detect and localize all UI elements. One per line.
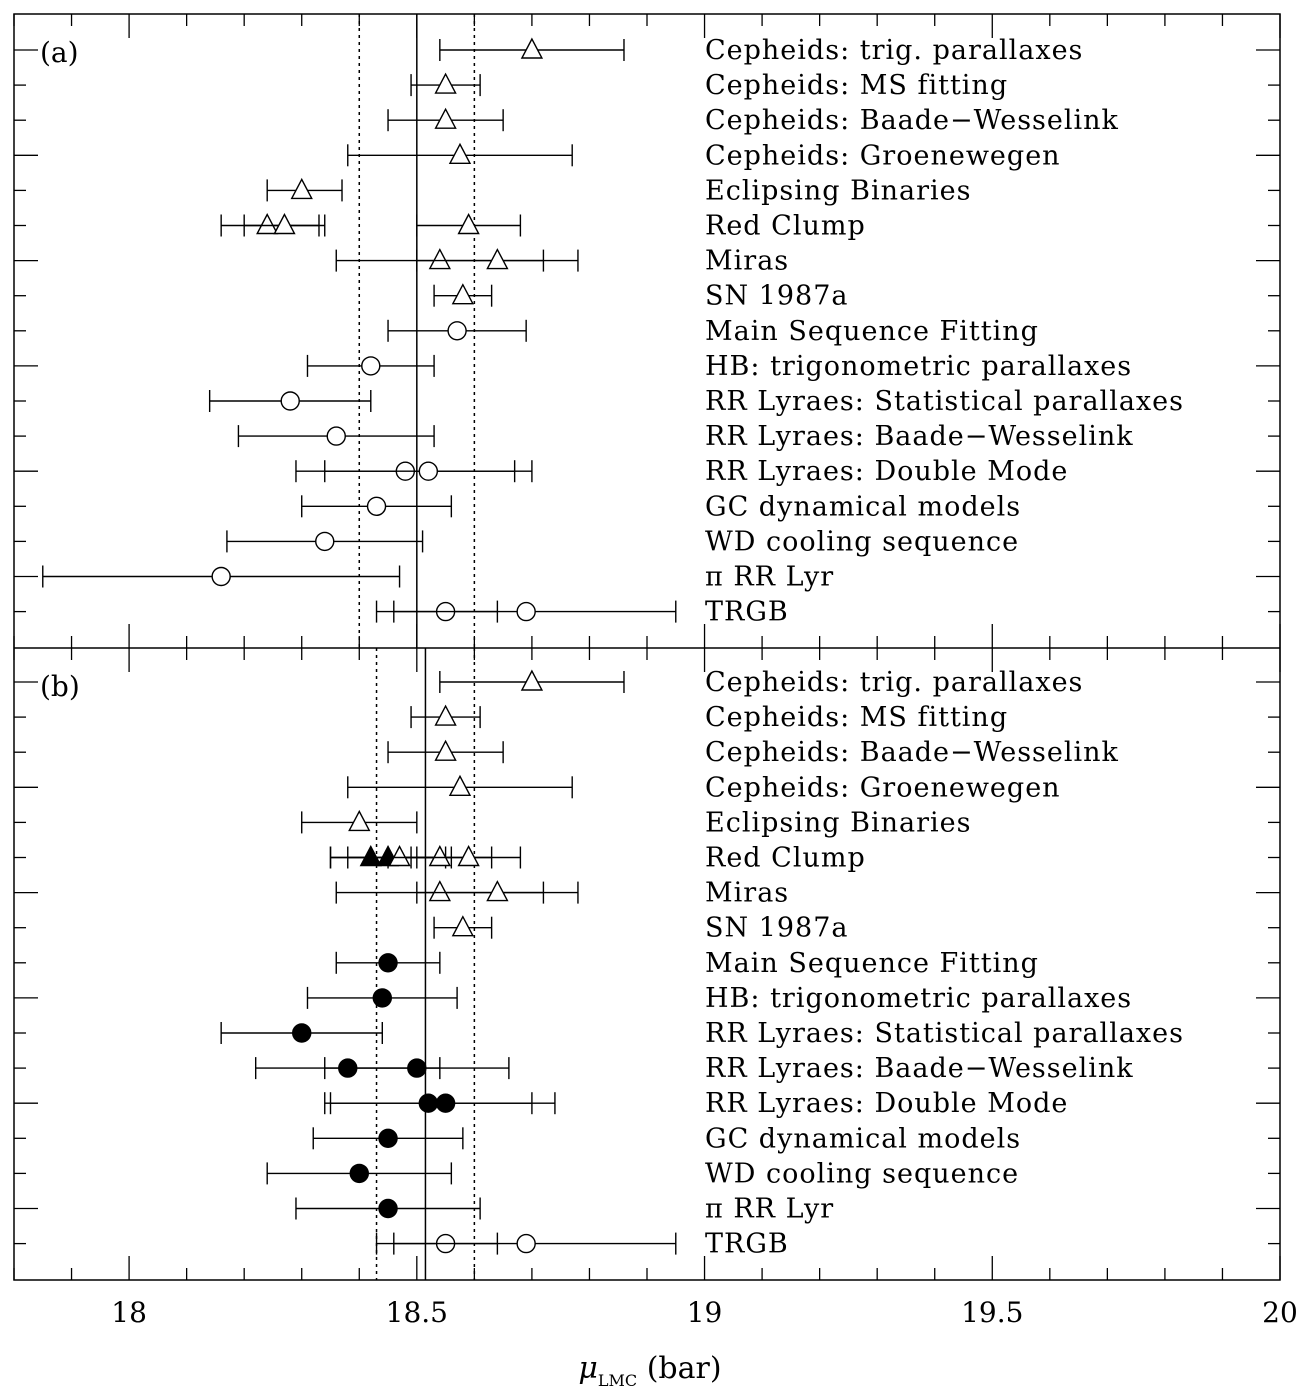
data-point-open-triangle <box>434 107 457 129</box>
data-point-open-triangle <box>428 880 451 902</box>
data-point-open-triangle <box>434 739 457 761</box>
method-label: RR Lyraes: Statistical parallaxes <box>705 386 1184 417</box>
method-label: GC dynamical models <box>705 1123 1021 1154</box>
data-point-open-triangle <box>434 72 457 94</box>
method-label: Cepheids: Groenewegen <box>705 140 1061 171</box>
panel-label: (b) <box>40 670 80 703</box>
x-axis-label-subscript: LMC <box>598 1371 637 1390</box>
data-point-open-triangle <box>448 774 472 796</box>
data-point-open-triangle <box>434 704 457 726</box>
method-label: Miras <box>705 878 789 909</box>
method-label: RR Lyraes: Baade−Wesselink <box>705 421 1134 452</box>
data-point-filled-circle <box>372 988 392 1008</box>
data-point-open-triangle <box>290 177 313 200</box>
data-point-open-circle <box>447 321 467 341</box>
data-point-open-circle <box>516 601 536 622</box>
data-point-open-triangle <box>256 212 279 235</box>
data-point-open-circle <box>418 461 439 481</box>
method-label: Cepheids: MS fitting <box>705 702 1008 733</box>
data-point-filled-circle <box>378 1198 398 1219</box>
method-label: Cepheids: trig. parallaxes <box>705 35 1083 66</box>
method-label: RR Lyraes: Double Mode <box>705 1088 1068 1119</box>
data-point-open-triangle <box>388 844 411 867</box>
panel-b: Cepheids: trig. parallaxes Cepheids: MS f… <box>14 648 1280 1280</box>
method-label: HB: trigonometric parallaxes <box>705 351 1132 382</box>
method-label: Cepheids: Baade−Wesselink <box>705 105 1119 136</box>
x-tick-label: 19 <box>687 1296 723 1329</box>
data-point-open-triangle <box>273 212 296 235</box>
method-label: RR Lyraes: Double Mode <box>705 456 1068 487</box>
data-point-open-triangle <box>451 283 475 305</box>
data-point-open-triangle <box>486 248 509 270</box>
x-tick-label: 19.5 <box>961 1296 1023 1329</box>
panel-a: Cepheids: trig. parallaxes Cepheids: MS f… <box>14 14 1280 648</box>
method-label: RR Lyraes: Baade−Wesselink <box>705 1053 1134 1084</box>
data-point-filled-circle <box>378 1128 398 1149</box>
data-point-open-triangle <box>451 915 475 937</box>
method-label: SN 1987a <box>705 913 849 944</box>
data-point-open-circle <box>211 566 231 587</box>
data-point-filled-circle <box>292 1023 312 1043</box>
x-axis-label-suffix: (bar) <box>647 1351 722 1386</box>
data-point-open-circle <box>280 391 300 411</box>
data-point-filled-circle <box>407 1058 427 1078</box>
data-point-open-circle <box>366 496 387 516</box>
data-point-filled-triangle <box>359 844 382 867</box>
data-point-open-circle <box>361 356 381 376</box>
method-label: GC dynamical models <box>705 491 1021 522</box>
method-label: WD cooling sequence <box>705 1158 1019 1189</box>
method-label: π RR Lyr <box>705 562 834 593</box>
data-point-open-triangle <box>486 880 509 902</box>
method-label: WD cooling sequence <box>705 526 1019 557</box>
data-point-open-triangle <box>520 669 544 691</box>
data-point-filled-circle <box>349 1163 369 1184</box>
method-label: π RR Lyr <box>705 1194 834 1225</box>
panel-label: (a) <box>40 36 79 69</box>
x-tick-label: 20 <box>1262 1296 1298 1329</box>
method-label: Miras <box>705 246 789 277</box>
method-label: Eclipsing Binaries <box>705 807 971 838</box>
x-tick-label: 18.5 <box>386 1296 448 1329</box>
method-label: HB: trigonometric parallaxes <box>705 983 1132 1014</box>
method-label: Cepheids: trig. parallaxes <box>705 667 1083 698</box>
method-label: Cepheids: MS fitting <box>705 70 1008 101</box>
data-point-filled-circle <box>435 1093 456 1113</box>
x-axis-label-symbol: μ <box>578 1351 598 1386</box>
method-label: Main Sequence Fitting <box>705 948 1039 979</box>
method-label: Red Clump <box>705 843 866 874</box>
method-label: Red Clump <box>705 211 866 242</box>
data-point-open-triangle <box>348 809 371 832</box>
method-label: TRGB <box>705 1229 789 1260</box>
x-axis: 18 18.5 19 19.5 20 <box>13 14 1298 1329</box>
x-axis-label: μLMC (bar) <box>578 1351 721 1390</box>
data-point-open-triangle <box>520 37 544 59</box>
data-point-open-triangle <box>448 142 472 165</box>
data-point-open-circle <box>315 531 335 552</box>
data-point-open-triangle <box>428 844 451 867</box>
data-point-open-circle <box>326 426 346 446</box>
method-label: Cepheids: Baade−Wesselink <box>705 737 1119 768</box>
data-point-open-triangle <box>457 212 480 235</box>
method-label: RR Lyraes: Statistical parallaxes <box>705 1018 1184 1049</box>
method-label: SN 1987a <box>705 281 849 312</box>
x-tick-label: 18 <box>111 1296 147 1329</box>
method-label: Main Sequence Fitting <box>705 316 1039 347</box>
method-label: Cepheids: Groenewegen <box>705 772 1061 803</box>
data-point-open-triangle <box>428 248 451 270</box>
method-label: Eclipsing Binaries <box>705 175 971 206</box>
data-point-filled-circle <box>378 953 398 973</box>
method-label: TRGB <box>705 597 789 628</box>
data-point-open-triangle <box>457 844 480 867</box>
data-point-open-circle <box>516 1233 536 1254</box>
